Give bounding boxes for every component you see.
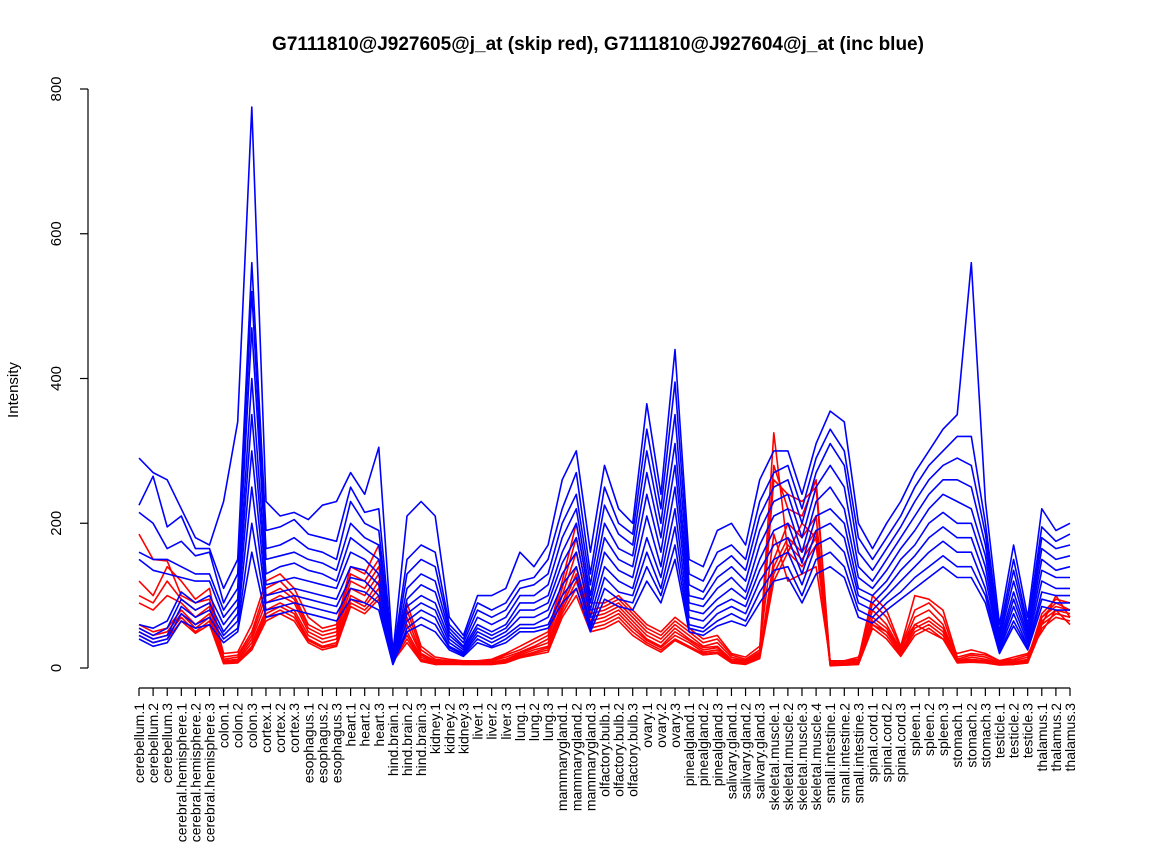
series-line-inc-10 <box>138 261 1071 658</box>
series-line-inc-16 <box>138 486 1070 665</box>
x-tick-label: cerebellum.2 <box>145 703 161 783</box>
x-tick-label: cerebellum.3 <box>159 703 175 783</box>
chart-title: G7111810@J927605@j_at (skip red), G71118… <box>272 34 924 55</box>
plot-series <box>138 106 1071 667</box>
x-tick-label: spinal.cord.3 <box>893 703 909 783</box>
x-tick-label: cerebral.hemisphere.1 <box>173 703 189 843</box>
x-tick-label: thalamus.1 <box>1034 703 1050 772</box>
x-tick-label: testicle.3 <box>1020 703 1036 758</box>
x-axis: cerebellum.1cerebellum.2cerebellum.3cere… <box>131 687 1078 843</box>
x-tick-label: thalamus.2 <box>1048 703 1064 772</box>
x-tick-label: olfactory.bulb.3 <box>625 703 641 797</box>
x-tick-label: pinealgland.3 <box>709 703 725 787</box>
series-line-inc-12 <box>138 327 1071 662</box>
series-line-inc-13 <box>138 377 1071 663</box>
x-tick-label: salivary.gland.3 <box>752 703 768 799</box>
x-tick-label: esophagus.2 <box>314 703 330 783</box>
x-tick-label: testicle.2 <box>1006 703 1022 758</box>
x-tick-label: colon.2 <box>230 703 246 748</box>
x-tick-label: colon.3 <box>244 703 260 748</box>
series-line-inc-17 <box>138 522 1070 666</box>
x-tick-label: hind.brain.3 <box>413 703 429 776</box>
x-tick-label: thalamus.3 <box>1062 703 1078 772</box>
y-axis: 0 200 400 600 800 <box>48 76 89 672</box>
y-tick-label: 0 <box>48 664 65 672</box>
x-tick-label: stomach.2 <box>963 703 979 768</box>
x-tick-label: heart.1 <box>343 703 359 747</box>
y-tick-label: 600 <box>48 221 65 246</box>
x-tick-label: liver.1 <box>470 703 486 740</box>
x-tick-label: ovary.3 <box>667 703 683 748</box>
series-line-skip-7 <box>138 536 1071 666</box>
x-tick-label: mammarygland.1 <box>554 703 570 811</box>
series-line-skip-3 <box>138 464 1071 665</box>
x-tick-label: spleen.2 <box>921 703 937 756</box>
x-tick-label: liver.3 <box>498 703 514 740</box>
x-tick-label: ovary.1 <box>639 703 655 748</box>
x-tick-label: cerebral.hemisphere.2 <box>187 703 203 843</box>
x-tick-label: olfactory.bulb.1 <box>597 703 613 797</box>
x-tick-label: lung.1 <box>512 703 528 741</box>
x-tick-label: skeletal.muscle.3 <box>794 703 810 811</box>
x-tick-label: small.intestine.2 <box>836 703 852 804</box>
series-line-inc-18 <box>138 551 1070 666</box>
x-tick-label: mammarygland.2 <box>568 703 584 811</box>
y-tick-label: 400 <box>48 366 65 391</box>
x-tick-label: spleen.3 <box>935 703 951 756</box>
x-tick-label: pinealgland.2 <box>695 703 711 787</box>
x-tick-label: ovary.2 <box>653 703 669 748</box>
x-tick-label: cerebral.hemisphere.3 <box>202 703 218 843</box>
x-tick-label: esophagus.1 <box>300 703 316 783</box>
x-tick-label: stomach.3 <box>977 703 993 768</box>
x-tick-label: small.intestine.1 <box>822 703 838 804</box>
series-line-inc-11 <box>138 290 1071 661</box>
x-tick-label: liver.2 <box>484 703 500 740</box>
x-tick-label: spleen.1 <box>907 703 923 756</box>
x-tick-label: cerebellum.1 <box>131 703 147 783</box>
x-tick-label: kidney.1 <box>427 703 443 754</box>
x-tick-label: colon.1 <box>216 703 232 748</box>
x-tick-label: hind.brain.2 <box>399 703 415 776</box>
x-tick-label: small.intestine.3 <box>850 703 866 804</box>
x-tick-label: kidney.2 <box>441 703 457 754</box>
x-tick-label: mammarygland.3 <box>582 703 598 811</box>
x-tick-label: skeletal.muscle.4 <box>808 703 824 811</box>
x-tick-label: spinal.cord.1 <box>865 703 881 783</box>
y-tick-label: 200 <box>48 511 65 536</box>
series-line-inc-9 <box>138 106 1071 655</box>
x-tick-label: skeletal.muscle.2 <box>780 703 796 811</box>
x-tick-label: testicle.1 <box>992 703 1008 758</box>
series-line-skip-6 <box>138 529 1071 666</box>
x-tick-label: salivary.gland.2 <box>738 703 754 799</box>
x-tick-label: hind.brain.1 <box>385 703 401 776</box>
x-tick-label: olfactory.bulb.2 <box>611 703 627 797</box>
y-axis-label: Intensity <box>5 362 22 418</box>
series-line-skip-8 <box>138 544 1071 667</box>
x-tick-label: heart.3 <box>371 703 387 747</box>
x-tick-label: heart.2 <box>357 703 373 747</box>
x-tick-label: kidney.3 <box>455 703 471 754</box>
x-tick-label: cortex.3 <box>286 703 302 753</box>
y-tick-label: 800 <box>48 76 65 101</box>
x-tick-label: spinal.cord.2 <box>879 703 895 783</box>
x-tick-label: lung.2 <box>526 703 542 741</box>
x-tick-label: lung.3 <box>540 703 556 741</box>
x-tick-label: stomach.1 <box>949 703 965 768</box>
series-line-inc-14 <box>138 413 1070 663</box>
series-line-inc-15 <box>138 450 1070 664</box>
x-tick-label: cortex.1 <box>258 703 274 753</box>
x-tick-label: skeletal.muscle.1 <box>766 703 782 811</box>
x-tick-label: cortex.2 <box>272 703 288 753</box>
x-tick-label: esophagus.3 <box>329 703 345 783</box>
x-tick-label: pinealgland.1 <box>681 703 697 787</box>
x-tick-label: salivary.gland.1 <box>724 703 740 799</box>
